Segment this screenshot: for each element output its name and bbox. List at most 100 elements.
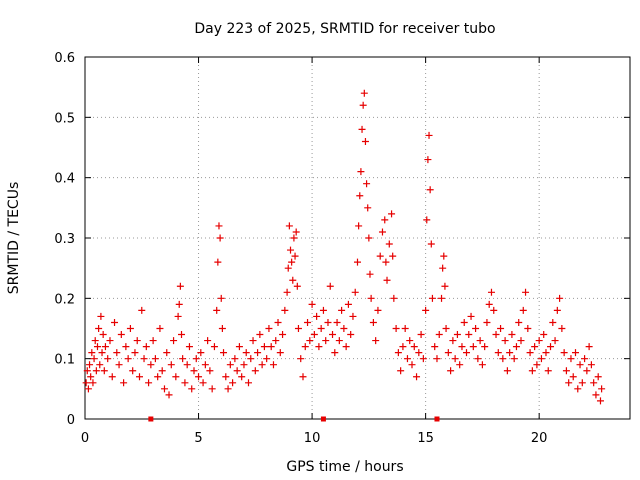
data-point [142, 343, 150, 351]
data-point [526, 349, 534, 357]
data-point [361, 137, 369, 145]
data-point [598, 385, 606, 393]
y-tick-label: 0.6 [54, 51, 75, 66]
baseline-markers [148, 416, 440, 422]
data-point [178, 331, 186, 339]
data-point [556, 294, 564, 302]
data-point [531, 343, 539, 351]
data-point [382, 258, 390, 266]
data-point [357, 168, 365, 176]
data-point [451, 355, 459, 363]
data-point [83, 367, 91, 375]
y-tick-label: 0.4 [54, 172, 75, 187]
data-point [97, 312, 105, 320]
data-point [217, 294, 225, 302]
data-point [503, 367, 511, 375]
data-point [354, 258, 361, 266]
data-point [415, 349, 423, 357]
data-point [449, 337, 457, 345]
data-point [410, 343, 418, 351]
data-point [447, 367, 455, 375]
data-point [376, 252, 384, 260]
y-axis-ticks: 0 0.1 0.2 0.3 0.4 0.5 0.6 [54, 51, 630, 428]
data-point [388, 210, 396, 218]
data-point [444, 349, 452, 357]
data-point [383, 276, 391, 284]
data-point [558, 325, 566, 332]
data-point [113, 349, 121, 357]
data-point [149, 337, 157, 345]
data-point [90, 355, 98, 363]
data-point [274, 318, 282, 326]
data-point [235, 343, 243, 351]
data-point [356, 192, 364, 200]
data-point [131, 349, 139, 357]
data-point [472, 325, 480, 332]
data-point [419, 355, 427, 363]
data-point [281, 306, 289, 314]
baseline-marker [320, 416, 326, 422]
data-point [553, 306, 561, 314]
data-point [492, 331, 500, 339]
data-point [335, 337, 343, 345]
data-point [104, 355, 112, 363]
chart-title: Day 223 of 2025, SRMTID for receiver tub… [194, 21, 495, 37]
data-point [424, 156, 432, 164]
data-point [499, 355, 507, 363]
data-point [292, 228, 300, 236]
data-point [176, 282, 184, 290]
data-point [283, 288, 291, 296]
baseline-marker [148, 416, 154, 422]
data-point [365, 234, 373, 242]
data-point [115, 361, 123, 369]
data-point [288, 258, 296, 266]
data-point [124, 355, 132, 363]
y-tick-label: 0.3 [54, 232, 75, 247]
x-tick-label: 10 [304, 431, 321, 446]
data-point [269, 361, 277, 369]
data-point [185, 343, 193, 351]
data-point [574, 385, 582, 393]
x-tick-label: 20 [531, 431, 548, 446]
data-point [506, 349, 514, 357]
data-point [93, 343, 101, 351]
data-point [86, 361, 94, 369]
data-point [101, 343, 109, 351]
data-point [364, 204, 372, 212]
data-point [551, 337, 559, 345]
data-point [233, 367, 241, 375]
data-point [326, 282, 334, 290]
gridlines [85, 57, 630, 419]
data-point [360, 89, 368, 97]
data-point [474, 355, 482, 363]
data-point [214, 258, 222, 266]
data-point [401, 325, 409, 332]
data-point [399, 343, 407, 351]
data-point [517, 337, 525, 345]
x-tick-label: 15 [417, 431, 434, 446]
data-point [465, 331, 473, 339]
data-point [126, 325, 134, 332]
data-point [201, 361, 209, 369]
data-point [322, 337, 330, 345]
data-point [572, 349, 579, 357]
data-point [403, 355, 411, 363]
data-point [231, 355, 239, 363]
data-point [524, 325, 532, 332]
data-point [199, 379, 207, 387]
data-point [108, 373, 116, 381]
data-point [297, 355, 305, 363]
data-point [279, 331, 287, 339]
data-point [133, 337, 141, 345]
data-point [154, 373, 162, 381]
data-point [216, 234, 224, 242]
data-point [369, 318, 377, 326]
data-point [222, 373, 230, 381]
data-point [329, 331, 337, 339]
x-axis-ticks: 0 5 10 15 20 [81, 57, 548, 446]
data-point [117, 331, 125, 339]
y-tick-label: 0.2 [54, 292, 75, 307]
data-point [469, 343, 477, 351]
data-point [92, 367, 100, 375]
data-point [342, 343, 350, 351]
